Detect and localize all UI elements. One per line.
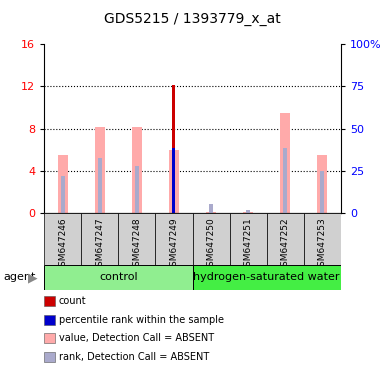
Bar xyxy=(209,204,213,213)
Text: GSM647253: GSM647253 xyxy=(318,217,327,272)
Bar xyxy=(280,113,290,213)
Bar xyxy=(81,213,119,265)
Bar xyxy=(267,213,304,265)
Text: agent: agent xyxy=(4,272,36,283)
Text: GSM647247: GSM647247 xyxy=(95,217,104,272)
Bar xyxy=(229,213,266,265)
Text: GSM647249: GSM647249 xyxy=(169,217,179,272)
Bar xyxy=(58,155,68,213)
Text: GSM647252: GSM647252 xyxy=(281,217,290,272)
Bar xyxy=(317,155,327,213)
Text: GSM647251: GSM647251 xyxy=(244,217,253,272)
Bar xyxy=(98,158,102,213)
Bar xyxy=(44,213,81,265)
Bar xyxy=(206,212,216,213)
Bar xyxy=(172,85,176,213)
Bar xyxy=(192,213,229,265)
Bar xyxy=(172,147,176,213)
Text: percentile rank within the sample: percentile rank within the sample xyxy=(59,315,224,325)
Bar xyxy=(119,213,156,265)
Text: GSM647246: GSM647246 xyxy=(58,217,67,272)
Text: hydrogen-saturated water: hydrogen-saturated water xyxy=(193,272,340,283)
Bar xyxy=(135,166,139,213)
Text: ▶: ▶ xyxy=(28,271,38,284)
Bar xyxy=(156,213,192,265)
Bar xyxy=(169,150,179,213)
Bar xyxy=(61,176,65,213)
Bar xyxy=(283,147,287,213)
Text: GSM647248: GSM647248 xyxy=(132,217,141,272)
Bar xyxy=(246,210,250,213)
Bar xyxy=(132,127,142,213)
Bar xyxy=(192,265,341,290)
Text: control: control xyxy=(99,272,138,283)
Bar xyxy=(95,127,105,213)
Bar xyxy=(304,213,341,265)
Text: count: count xyxy=(59,296,87,306)
Text: value, Detection Call = ABSENT: value, Detection Call = ABSENT xyxy=(59,333,214,343)
Text: rank, Detection Call = ABSENT: rank, Detection Call = ABSENT xyxy=(59,352,209,362)
Text: GSM647250: GSM647250 xyxy=(206,217,216,272)
Bar xyxy=(320,171,324,213)
Bar xyxy=(44,265,192,290)
Text: GDS5215 / 1393779_x_at: GDS5215 / 1393779_x_at xyxy=(104,12,281,25)
Bar xyxy=(243,212,253,213)
